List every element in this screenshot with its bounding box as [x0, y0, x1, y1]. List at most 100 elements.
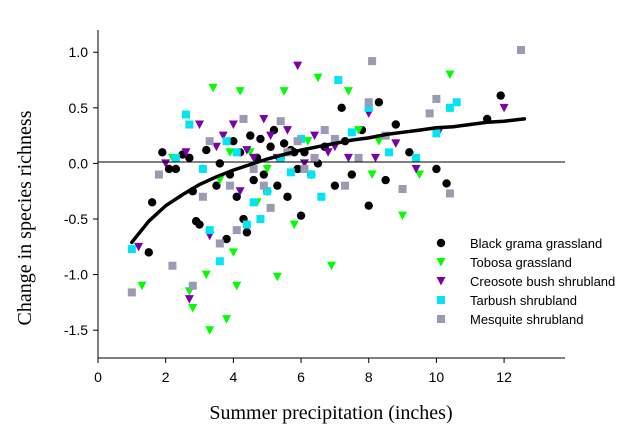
data-point [249, 198, 258, 207]
legend-item: Mesquite shrubland [437, 312, 583, 327]
series-tarbush-shrubland [127, 76, 461, 266]
legend: Black grama grassland Tobosa grassland Cre… [436, 236, 615, 327]
data-point [202, 145, 211, 155]
data-point [307, 170, 316, 179]
data-point [341, 181, 350, 190]
data-point [185, 120, 194, 129]
data-point [222, 315, 232, 324]
data-point [445, 189, 454, 198]
y-tick-label: -1.5 [64, 322, 88, 338]
data-point [195, 220, 204, 229]
data-point [232, 192, 241, 201]
data-point [228, 120, 238, 130]
data-point [368, 57, 377, 66]
data-point [293, 137, 302, 146]
data-point [232, 148, 241, 157]
x-tick-label: 8 [365, 369, 373, 385]
y-tick-label: 1.0 [69, 44, 89, 60]
data-point [266, 203, 275, 212]
data-point [242, 146, 252, 155]
data-point [293, 164, 302, 174]
data-point [188, 281, 197, 290]
data-point [279, 139, 289, 148]
series-creosote-bush-shrubland [134, 61, 509, 304]
data-point [222, 137, 231, 146]
data-point [144, 248, 153, 257]
data-point [205, 137, 214, 146]
data-point [256, 215, 265, 224]
data-point [374, 98, 384, 107]
data-point [164, 164, 174, 174]
data-point [391, 139, 401, 148]
data-point [266, 131, 276, 141]
data-point [283, 192, 292, 201]
data-point [154, 170, 163, 179]
legend-marker [437, 296, 445, 304]
data-point [432, 164, 441, 174]
data-point [445, 70, 455, 79]
series-tobosa-grassland [137, 70, 455, 335]
data-point [442, 179, 451, 188]
legend-item: Tobosa grassland [436, 255, 572, 270]
data-point [249, 164, 258, 173]
data-point [414, 170, 424, 180]
data-point [168, 261, 177, 270]
data-point [127, 245, 136, 254]
data-point [364, 201, 373, 210]
series-black-grama-grassland [144, 91, 505, 257]
data-point [347, 128, 356, 137]
x-tick-label: 2 [162, 369, 170, 385]
data-point [211, 142, 221, 152]
data-point [391, 120, 400, 129]
data-point [266, 142, 275, 151]
y-tick-label: 0.5 [69, 100, 89, 116]
data-point [272, 272, 282, 282]
data-point [195, 120, 205, 130]
data-point [343, 87, 353, 96]
data-point [225, 181, 234, 190]
data-point [205, 326, 215, 335]
data-point [452, 98, 461, 107]
data-point [432, 94, 441, 103]
data-point [147, 198, 157, 207]
data-point [229, 136, 238, 146]
data-point [381, 175, 390, 185]
data-point [259, 170, 269, 179]
data-point [313, 73, 323, 83]
data-point [496, 91, 505, 100]
data-point [279, 87, 289, 96]
data-point [232, 226, 241, 235]
x-tick-label: 4 [229, 369, 237, 385]
data-point [188, 303, 198, 313]
data-point [134, 242, 144, 252]
data-point [242, 228, 252, 237]
data-point [499, 103, 509, 113]
legend-label: Creosote bush shrubland [470, 274, 615, 289]
data-point [273, 181, 282, 190]
data-point [249, 153, 259, 163]
legend-marker [437, 315, 445, 323]
data-point [239, 114, 248, 123]
data-point [445, 103, 454, 112]
data-point [310, 131, 320, 141]
data-point [334, 76, 343, 85]
legend-marker [436, 277, 446, 286]
axes [97, 30, 565, 359]
data-point [517, 46, 526, 55]
y-tick-label: 0.0 [69, 155, 89, 171]
data-point [259, 181, 268, 190]
data-point [228, 248, 238, 257]
data-point [337, 103, 346, 113]
data-point [256, 134, 265, 144]
data-point [367, 170, 377, 180]
data-point [276, 117, 285, 126]
data-point [246, 131, 255, 140]
data-point [370, 153, 380, 163]
data-point [225, 148, 235, 157]
data-point [283, 126, 293, 135]
data-point [412, 153, 421, 162]
x-axis-title: Summer precipitation (inches) [209, 402, 452, 424]
y-tick-label: -0.5 [64, 211, 88, 227]
data-point [398, 184, 407, 193]
x-tick-label: 12 [496, 369, 512, 385]
